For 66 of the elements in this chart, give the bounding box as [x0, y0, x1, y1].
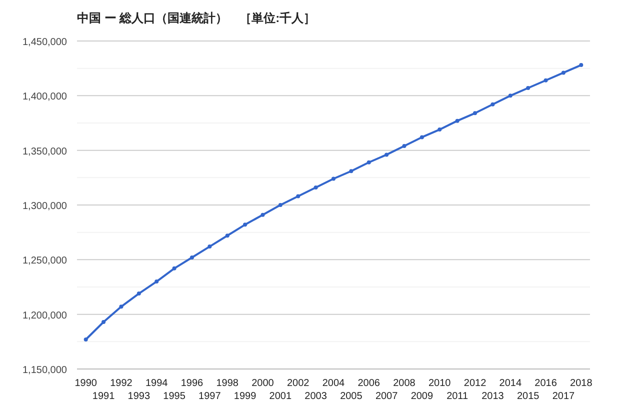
point [561, 70, 566, 75]
point [225, 234, 230, 238]
x-tick-label: 2006 [358, 378, 380, 389]
point [208, 244, 212, 249]
x-tick-label: 2012 [464, 378, 487, 389]
point [278, 203, 282, 207]
y-tick-label: 1,150,000 [22, 365, 68, 376]
point [508, 94, 512, 98]
x-tick-label: 2004 [322, 378, 346, 389]
point [579, 63, 584, 68]
point [260, 212, 265, 217]
point [420, 135, 424, 140]
point [136, 292, 141, 296]
x-tick-label: 2013 [482, 391, 504, 402]
x-tick-label: 2003 [304, 391, 328, 402]
x-tick-label: 2008 [393, 378, 416, 389]
point [172, 266, 176, 270]
point [332, 176, 336, 181]
y-tick-label: 1,350,000 [22, 146, 68, 158]
chart-title: 中国 ー 総人口（国連統計） ［単位:千人］ [77, 11, 316, 25]
point [544, 78, 548, 82]
point [190, 255, 194, 260]
y-tick-label: 1,300,000 [22, 201, 68, 212]
x-tick-label: 2001 [269, 391, 292, 402]
x-tick-label: 2007 [375, 391, 398, 402]
point [84, 337, 88, 342]
x-tick-label: 2011 [446, 391, 469, 402]
point [243, 222, 248, 227]
x-tick-label: 2005 [340, 391, 363, 402]
x-tick-label: 2000 [252, 378, 274, 389]
point [438, 128, 442, 132]
x-tick-label: 1996 [180, 378, 204, 389]
y-tick-label: 1,250,000 [22, 256, 68, 267]
x-tick-label: 2015 [516, 391, 540, 402]
point [154, 280, 159, 284]
x-tick-label: 1995 [163, 391, 186, 402]
point [455, 118, 460, 123]
point [384, 152, 389, 157]
x-tick-label: 1994 [145, 378, 168, 389]
x-tick-label: 1997 [198, 391, 222, 402]
x-tick-label: 1999 [234, 391, 257, 402]
x-tick-label: 2016 [534, 378, 558, 389]
x-tick-label: 2017 [552, 391, 576, 402]
point [526, 86, 530, 90]
point [366, 160, 371, 164]
y-tick-label: 1,200,000 [22, 310, 68, 322]
point [296, 194, 300, 198]
x-tick-label: 1992 [110, 378, 133, 389]
y-tick-label: 1,400,000 [22, 92, 68, 103]
y-tick-label: 1,450,000 [22, 37, 68, 48]
x-tick-label: 2009 [410, 391, 434, 402]
point [473, 111, 478, 116]
x-tick-label: 1993 [128, 391, 150, 402]
x-tick-label: 2010 [428, 378, 452, 389]
x-tick-label: 2018 [570, 378, 593, 389]
point [349, 169, 354, 174]
point [314, 186, 318, 190]
x-tick-label: 1990 [74, 378, 98, 389]
x-tick-label: 1991 [92, 391, 116, 402]
x-tick-label: 1998 [216, 378, 239, 389]
x-tick-label: 2014 [499, 378, 522, 389]
point [119, 304, 124, 309]
point [490, 102, 495, 106]
point [402, 144, 406, 148]
x-tick-label: 2002 [286, 378, 310, 389]
point [102, 320, 106, 324]
